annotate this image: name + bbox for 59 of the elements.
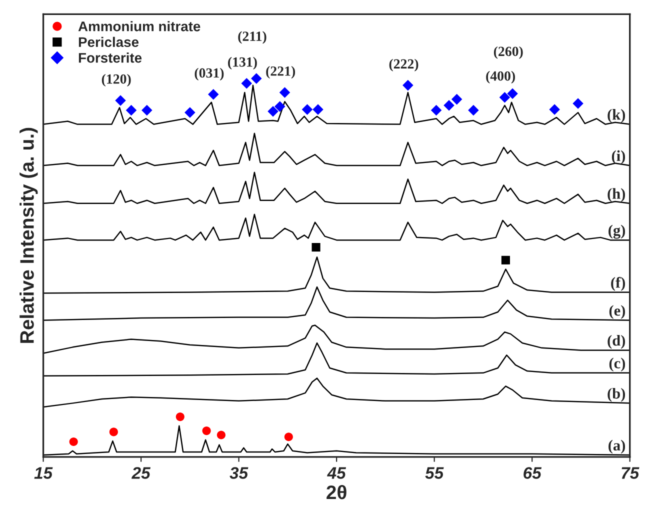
point: [507, 88, 518, 100]
point: [142, 104, 152, 116]
point: [501, 256, 510, 264]
x-tick-label: 75: [622, 467, 640, 479]
series-label: (c): [609, 358, 626, 372]
x-tick-label: 55: [425, 467, 444, 479]
x-tick-label: 35: [230, 467, 248, 479]
point: [302, 104, 313, 115]
point: [499, 92, 510, 103]
y-axis-title: Relative Intensity (a. u.): [20, 128, 38, 343]
point: [274, 101, 286, 112]
x-tick-label: 65: [524, 467, 542, 479]
annotation: (211): [238, 31, 266, 44]
point: [184, 107, 196, 118]
annotation: (260): [494, 46, 523, 59]
series-label: (g): [608, 224, 626, 239]
x-axis-title: 2θ: [326, 484, 346, 500]
point: [115, 95, 126, 106]
point: [312, 242, 320, 252]
point: [430, 104, 442, 116]
annotation: (120): [102, 74, 131, 87]
series-label: (k): [608, 109, 626, 123]
legend-label: Forsterite: [78, 52, 142, 63]
point: [126, 104, 137, 116]
point: [202, 426, 211, 436]
point: [549, 104, 560, 115]
point: [451, 94, 462, 105]
point: [216, 430, 226, 440]
series-label: (h): [608, 188, 626, 202]
point: [279, 87, 290, 98]
point: [312, 104, 324, 115]
annotation: (222): [389, 58, 418, 72]
point: [572, 98, 584, 109]
legend-label: Ammonium nitrate: [78, 21, 200, 32]
series-label: (a): [608, 440, 626, 454]
x-tick-label: 15: [34, 467, 53, 479]
point: [241, 78, 252, 89]
series-label: (f): [611, 276, 626, 291]
point: [402, 80, 414, 91]
annotation: (131): [228, 56, 257, 70]
point: [284, 432, 293, 442]
x-tick-label: 45: [327, 467, 346, 479]
series-label: (i): [612, 150, 626, 164]
annotation: (221): [266, 66, 296, 79]
x-tick-label: 25: [132, 467, 151, 479]
point: [176, 412, 184, 422]
series-label: (e): [609, 305, 626, 319]
point: [468, 104, 479, 116]
series-label: (b): [608, 388, 626, 402]
annotation: (400): [486, 70, 515, 84]
point: [251, 73, 262, 84]
point: [268, 106, 278, 117]
point: [69, 438, 78, 446]
point: [208, 89, 219, 100]
annotation: (031): [194, 68, 224, 81]
point: [444, 100, 454, 111]
point: [109, 428, 118, 436]
series-label: (d): [608, 334, 626, 349]
legend-label: Periclase: [78, 36, 139, 48]
